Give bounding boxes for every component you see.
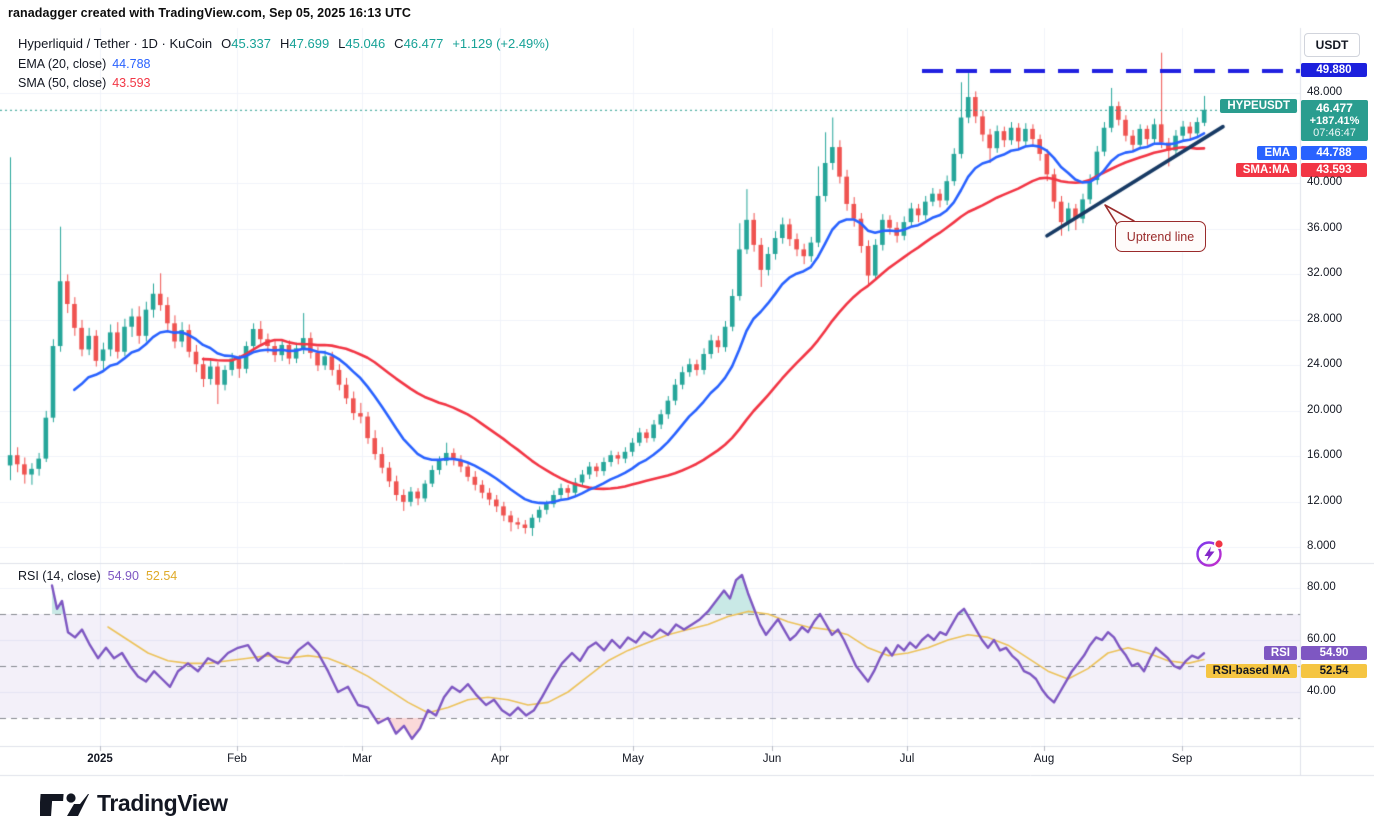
price-tick-label: 16.000	[1307, 449, 1343, 462]
ohlc-high: H47.699	[280, 36, 330, 51]
time-tick-label: Aug	[1033, 753, 1055, 765]
symbol-legend[interactable]: Hyperliquid / Tether · 1D · KuCoin O45.3…	[18, 36, 549, 51]
rsi-value-label: 54.90	[1301, 646, 1367, 660]
time-tick-label: Jul	[899, 753, 915, 765]
rsi-legend-label: RSI (14, close)	[18, 569, 101, 583]
time-tick-label: Apr	[491, 753, 509, 765]
bar-countdown: 07:46:47	[1313, 127, 1356, 139]
sma-legend[interactable]: SMA (50, close) 43.593	[18, 76, 150, 90]
ohlc-open: O45.337	[221, 36, 272, 51]
tradingview-logo-text: TradingView	[97, 790, 228, 816]
currency-toggle-button[interactable]: USDT	[1304, 33, 1360, 57]
time-tick-label: Mar	[352, 753, 372, 765]
ema-tag-label: EMA	[1257, 146, 1297, 160]
time-tick-label: Feb	[227, 753, 247, 765]
price-tick-label: 28.000	[1307, 312, 1343, 325]
ema-price-label: 44.788	[1301, 146, 1367, 160]
uptrend-line-callout[interactable]: Uptrend line	[1115, 221, 1206, 252]
time-tick-label: Sep	[1171, 753, 1193, 765]
ema-legend-label: EMA (20, close)	[18, 57, 107, 71]
rsi-tick-label: 40.00	[1307, 685, 1336, 697]
ohlc-close: C46.477	[394, 36, 444, 51]
price-tick-label: 12.000	[1307, 494, 1343, 507]
rsi-ma-tag-label: RSI-based MA	[1205, 664, 1297, 678]
price-tick-label: 48.000	[1307, 85, 1343, 98]
sma-tag-label: SMA:MA	[1235, 163, 1297, 177]
rsi-legend[interactable]: RSI (14, close) 54.90 52.54	[18, 569, 177, 583]
change-percent-value: +187.41%	[1309, 115, 1360, 127]
rsi-legend-value: 54.90	[107, 569, 139, 583]
last-price-value: 46.477	[1316, 101, 1353, 115]
price-tick-label: 24.000	[1307, 358, 1343, 371]
flash-icon	[1196, 539, 1224, 567]
attribution-text: ranadagger created with TradingView.com,…	[8, 6, 411, 20]
ema-legend-value: 44.788	[112, 57, 151, 71]
price-tick-label: 20.000	[1307, 403, 1343, 416]
price-tick-label: 32.000	[1307, 267, 1343, 280]
last-price-label: 46.477 +187.41% 07:46:47	[1301, 100, 1368, 141]
ohlc-change: +1.129 (+2.49%)	[452, 36, 550, 51]
rsi-tick-label: 60.00	[1307, 633, 1336, 645]
time-tick-label: 2025	[87, 753, 113, 765]
symbol-title: Hyperliquid / Tether · 1D · KuCoin	[18, 36, 213, 51]
time-tick-label: May	[622, 753, 644, 765]
sma-price-label: 43.593	[1301, 163, 1367, 177]
time-tick-label: Jun	[762, 753, 782, 765]
sma-legend-label: SMA (50, close)	[18, 76, 107, 90]
resistance-price-label: 49.880	[1301, 63, 1367, 77]
sma-legend-value: 43.593	[112, 76, 151, 90]
rsi-ma-legend-value: 52.54	[145, 569, 178, 583]
rsi-tick-label: 80.00	[1307, 581, 1336, 593]
price-tick-label: 8.000	[1307, 540, 1336, 553]
rsi-ma-value-label: 52.54	[1301, 664, 1367, 678]
ema-legend[interactable]: EMA (20, close) 44.788	[18, 57, 150, 71]
ohlc-low: L45.046	[338, 36, 386, 51]
symbol-tag-label: HYPEUSDT	[1220, 99, 1297, 113]
tradingview-logo-icon	[40, 793, 89, 816]
rsi-tag-label: RSI	[1263, 646, 1297, 660]
price-tick-label: 36.000	[1307, 221, 1343, 234]
price-tick-label: 40.000	[1307, 176, 1343, 189]
